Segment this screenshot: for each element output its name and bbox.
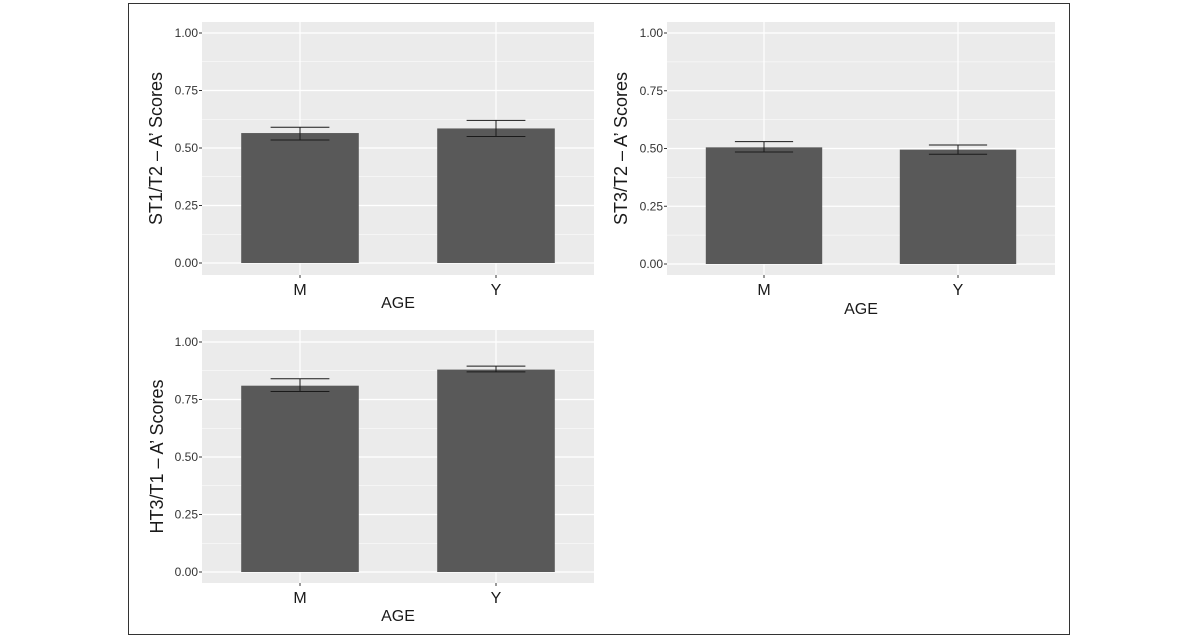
x-tick-label: Y bbox=[491, 282, 502, 299]
y-tick-label: 1.00 bbox=[640, 26, 664, 40]
y-tick-label: 1.00 bbox=[175, 335, 199, 349]
bar bbox=[437, 128, 555, 263]
y-tick-label: 0.50 bbox=[175, 450, 199, 464]
y-tick-label: 0.00 bbox=[175, 565, 199, 579]
y-axis-title: HT3/T1 – A’ Scores bbox=[147, 379, 167, 533]
y-tick-label: 0.25 bbox=[640, 199, 664, 213]
x-axis-title: AGE bbox=[381, 295, 415, 312]
chart-panel: 0.00 0.25 0.50 0.75 1.00 M Y AGE HT3/T1 – A’ Sco… bbox=[147, 330, 594, 625]
y-tick-label: 0.25 bbox=[175, 508, 199, 522]
x-tick-label: Y bbox=[491, 590, 502, 607]
y-tick-label: 0.75 bbox=[640, 84, 664, 98]
x-tick-label: M bbox=[293, 590, 306, 607]
y-tick-label: 0.50 bbox=[175, 141, 199, 155]
bar bbox=[705, 147, 823, 264]
bar bbox=[241, 133, 359, 263]
x-tick-label: Y bbox=[953, 282, 964, 299]
y-tick-label: 0.75 bbox=[175, 393, 199, 407]
x-axis-title: AGE bbox=[381, 608, 415, 625]
y-tick-label: 0.75 bbox=[175, 84, 199, 98]
bar bbox=[241, 385, 359, 572]
y-axis-title: ST3/T2 – A’ Scores bbox=[611, 72, 631, 225]
y-tick-label: 0.00 bbox=[175, 256, 199, 270]
bar bbox=[899, 149, 1017, 264]
y-tick-label: 0.50 bbox=[640, 142, 664, 156]
y-tick-label: 1.00 bbox=[175, 26, 199, 40]
chart-panel: 0.00 0.25 0.50 0.75 1.00 M Y AGE ST3/T2 – A’ Sco… bbox=[611, 22, 1055, 318]
y-axis-title: ST1/T2 – A’ Scores bbox=[146, 72, 166, 225]
chart-panel: 0.00 0.25 0.50 0.75 1.00 M Y AGE ST1/T2 – A’ Sco… bbox=[146, 22, 594, 312]
x-axis-title: AGE bbox=[844, 301, 878, 318]
y-tick-label: 0.00 bbox=[640, 257, 664, 271]
bar bbox=[437, 369, 555, 572]
x-tick-label: M bbox=[757, 282, 770, 299]
y-tick-label: 0.25 bbox=[175, 199, 199, 213]
x-tick-label: M bbox=[293, 282, 306, 299]
